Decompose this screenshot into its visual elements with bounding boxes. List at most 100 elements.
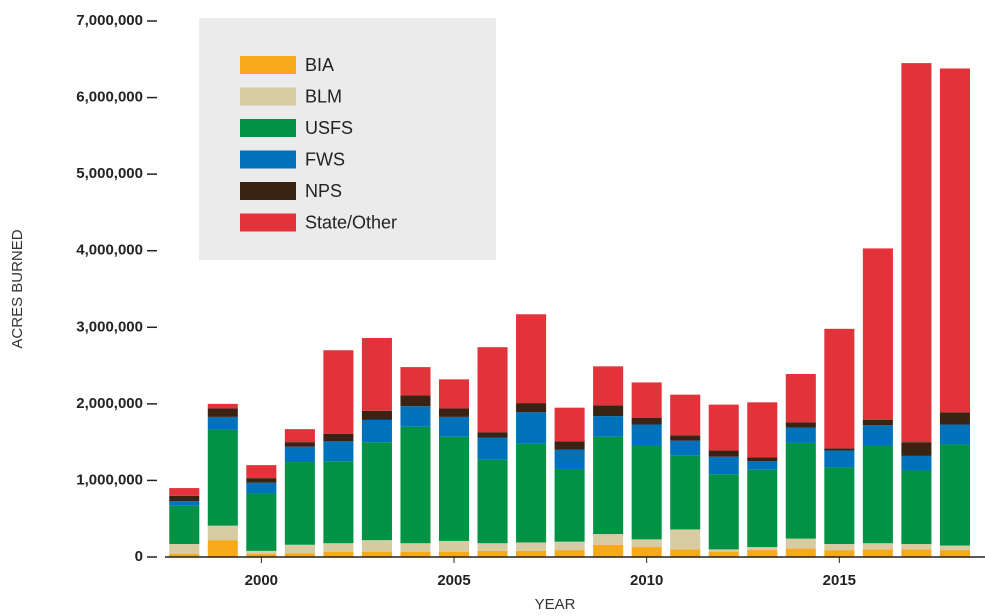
legend-swatch: [240, 182, 296, 200]
bar-segment: [169, 553, 200, 557]
bar-segment: [631, 547, 662, 557]
x-tick-label: 2015: [823, 572, 856, 589]
legend-label: BIA: [305, 55, 334, 75]
bar-segment: [554, 449, 585, 469]
x-tick-label: 2005: [437, 572, 470, 589]
bar-segment: [207, 408, 238, 417]
bar-segment: [593, 436, 624, 535]
bar-segment: [516, 542, 547, 551]
bar-segment: [631, 382, 662, 418]
bar-segment: [400, 395, 431, 407]
bar-segment: [670, 549, 701, 557]
legend-label: USFS: [305, 118, 353, 138]
bar-segment: [862, 248, 893, 420]
bar-segment: [323, 350, 354, 434]
legend-swatch: [240, 150, 296, 169]
bar-segment: [169, 505, 200, 544]
bar-segment: [670, 529, 701, 550]
bar-segment: [438, 408, 470, 417]
bar-segment: [246, 482, 277, 494]
bar-segment: [631, 417, 662, 425]
bar-segment: [593, 405, 624, 417]
bar-segment: [631, 539, 662, 548]
y-tick-label: 6,000,000: [76, 89, 143, 106]
bar-segment: [554, 550, 585, 557]
bar-segment: [207, 540, 238, 557]
bar-segment: [901, 543, 932, 550]
bar-segment: [939, 545, 970, 551]
bar-segment: [593, 544, 624, 557]
bar-segment: [477, 459, 508, 544]
bar-segment: [824, 450, 855, 468]
bar-segment: [593, 534, 624, 545]
x-axis-label: YEAR: [535, 596, 576, 613]
bar-segment: [516, 443, 547, 543]
bar-segment: [631, 445, 662, 540]
bar-segment: [361, 442, 392, 541]
bar-segment: [824, 328, 855, 449]
bar-segment: [862, 419, 893, 426]
bar-segment: [169, 495, 200, 502]
bar-segment: [169, 543, 200, 554]
legend-label: BLM: [305, 86, 342, 106]
y-axis-label: ACRES BURNED: [9, 229, 26, 348]
bar-segment: [554, 441, 585, 450]
bar-segment: [554, 407, 585, 442]
bar-segment: [939, 550, 970, 557]
bar-segment: [785, 427, 816, 443]
bar-segment: [901, 455, 932, 471]
legend-label: FWS: [305, 149, 345, 169]
bar-segment: [670, 394, 701, 436]
bar-segment: [670, 455, 701, 530]
bar-segment: [207, 416, 238, 430]
bar-segment: [361, 419, 392, 443]
legend-swatch: [240, 87, 296, 106]
legend-label: State/Other: [305, 212, 397, 232]
bar-segment: [477, 543, 508, 551]
bar-segment: [207, 525, 238, 541]
bar-segment: [477, 550, 508, 557]
bar-segment: [361, 338, 392, 411]
bar-segment: [516, 412, 547, 444]
bar-segment: [747, 457, 778, 462]
legend-swatch: [240, 119, 296, 137]
bar-segment: [785, 442, 816, 539]
legend-label: NPS: [305, 181, 342, 201]
bar-segment: [824, 448, 855, 451]
bar-segment: [939, 412, 970, 425]
bar-segment: [785, 538, 816, 549]
bar-segment: [246, 465, 277, 479]
bar-segment: [939, 444, 970, 546]
y-tick-label: 0: [135, 548, 143, 565]
bar-segment: [747, 461, 778, 470]
bar-segment: [169, 488, 200, 496]
bar-segment: [323, 461, 354, 544]
x-tick-label: 2010: [630, 572, 663, 589]
x-tick-label: 2000: [245, 572, 278, 589]
bar-segment: [284, 544, 315, 554]
bar-segment: [939, 424, 970, 445]
bar-segment: [554, 468, 585, 542]
bar-segment: [323, 551, 354, 557]
bar-segment: [400, 367, 431, 396]
bar-segment: [438, 379, 470, 409]
bar-segment: [862, 445, 893, 544]
bar-segment: [400, 551, 431, 557]
y-tick-label: 7,000,000: [76, 12, 143, 29]
bar-segment: [246, 478, 277, 483]
legend-swatch: [240, 56, 296, 74]
bar-segment: [284, 429, 315, 443]
bar-segment: [207, 429, 238, 526]
bar-segment: [554, 541, 585, 551]
bar-segment: [323, 433, 354, 442]
legend-swatch: [240, 213, 296, 232]
bar-segment: [747, 402, 778, 458]
bar-segment: [246, 550, 277, 554]
bar-segment: [824, 550, 855, 557]
bar-segment: [284, 442, 315, 447]
bar-segment: [631, 424, 662, 446]
bar-segment: [670, 435, 701, 441]
bar-segment: [901, 63, 932, 443]
bar-segment: [400, 426, 431, 544]
